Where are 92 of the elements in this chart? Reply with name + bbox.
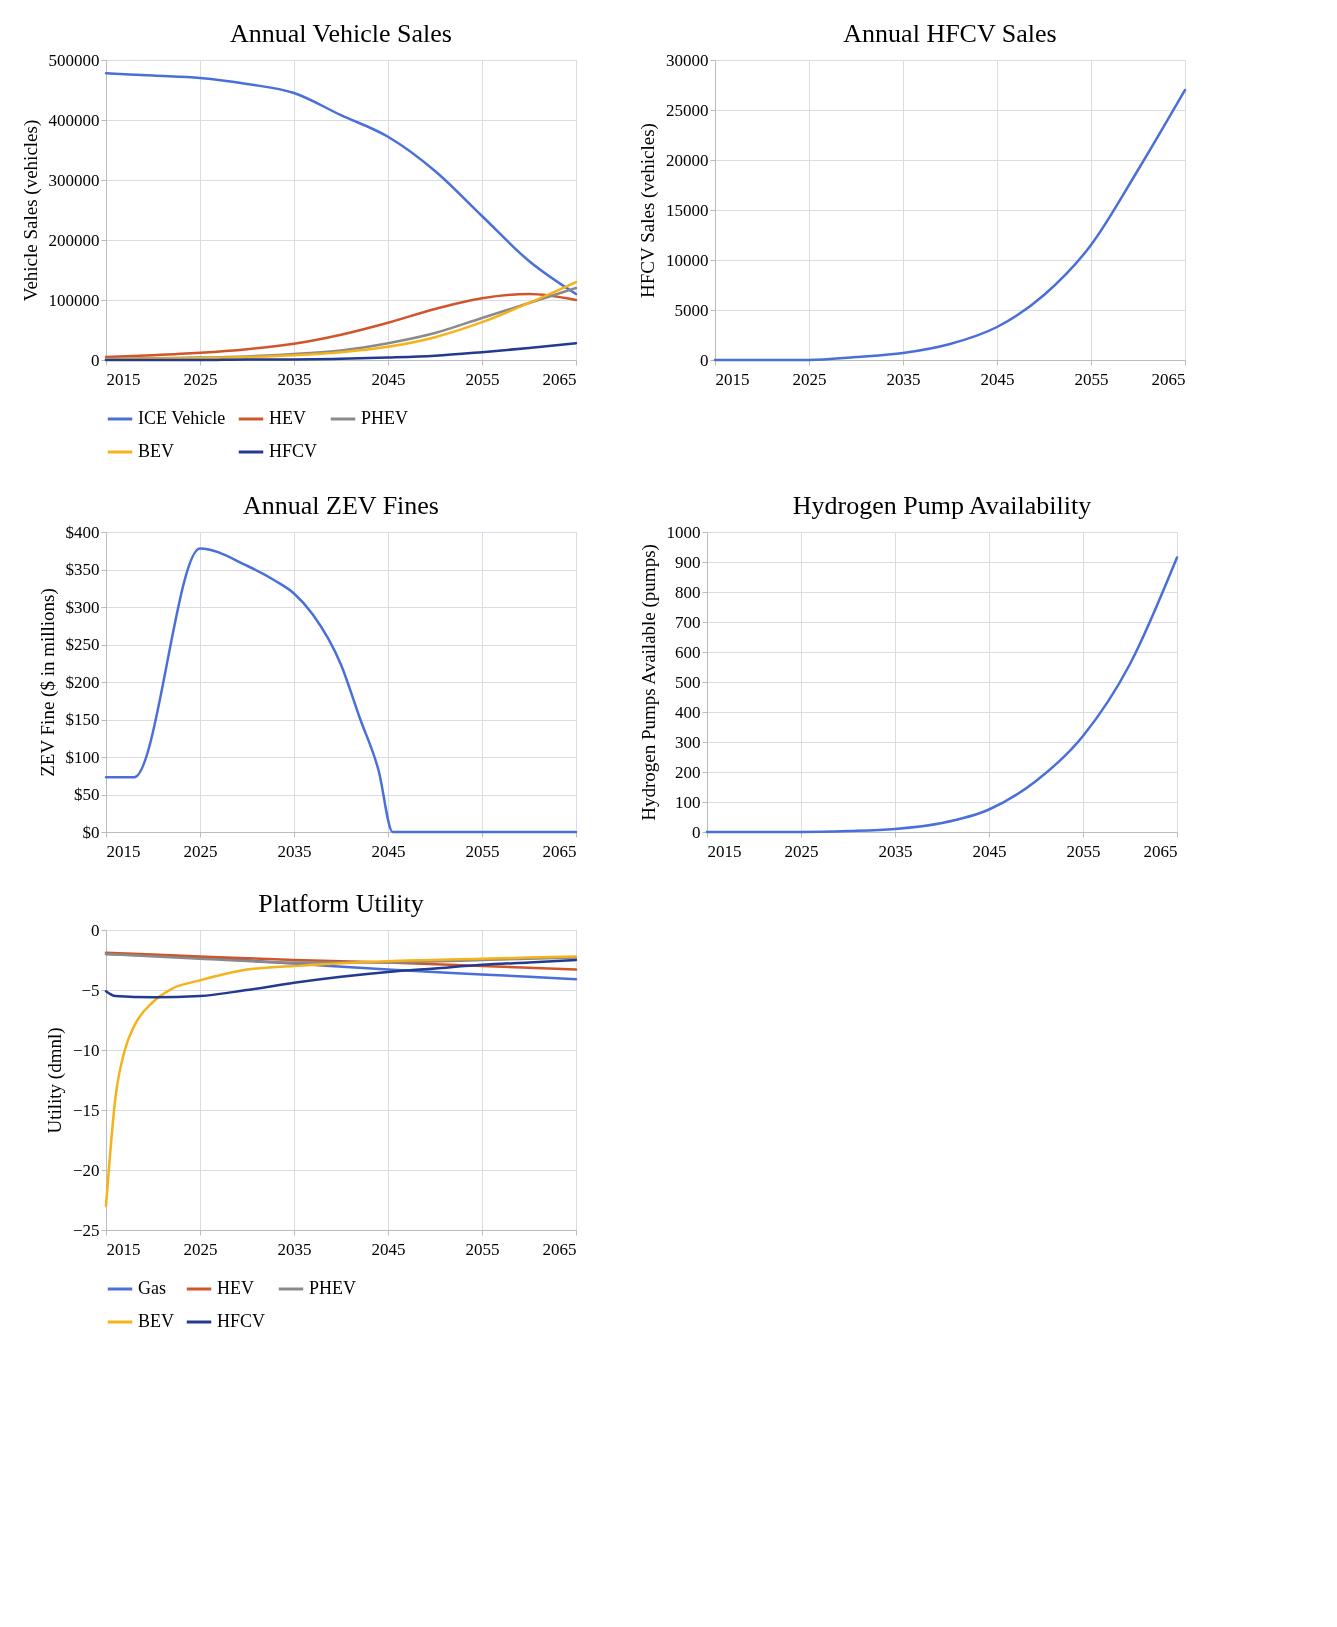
y-axis-title: Utility (dmnl) [43,1027,66,1134]
y-tick-label: 600 [675,642,701,662]
y-tick-label: 15000 [666,200,709,220]
y-tick-label: 500 [675,672,701,692]
y-tick-label: 500000 [48,50,100,70]
y-tick-label: $0 [82,822,100,842]
x-tick-label: 2025 [183,369,218,389]
legend-label: HFCV [217,1311,266,1331]
legend-label: HEV [269,408,306,428]
x-tick-label: 2035 [886,369,921,389]
x-tick-label: 2015 [106,1239,141,1259]
x-tick-label: 2035 [277,369,312,389]
y-tick-label: $100 [65,747,100,767]
y-tick-label: 400 [675,702,701,722]
x-tick-label: 2055 [465,369,500,389]
y-tick-label: 800 [675,582,701,602]
x-tick-label: 2045 [980,369,1015,389]
x-tick-label: 2025 [183,1239,218,1259]
x-tick-label: 2045 [371,369,406,389]
x-tick-label: 2045 [371,841,406,861]
chart-title: Hydrogen Pump Availability [792,491,1092,520]
y-tick-label: 200 [675,762,701,782]
y-axis-title: Hydrogen Pumps Available (pumps) [637,544,660,821]
x-tick-label: 2055 [1066,841,1101,861]
y-tick-label: 0 [700,350,709,370]
x-tick-label: 2015 [106,369,141,389]
x-tick-label: 2065 [542,369,577,389]
legend-label: HEV [217,1278,254,1298]
y-tick-label: 300 [675,732,701,752]
chart-title: Annual Vehicle Sales [230,19,452,48]
y-tick-label: $200 [65,672,100,692]
x-tick-label: 2015 [707,841,742,861]
y-tick-label: 10000 [666,250,709,270]
line-series [104,955,578,1208]
x-tick-label: 2045 [371,1239,406,1259]
y-tick-label: −25 [72,1220,100,1240]
line-series [104,71,578,296]
y-tick-label: 25000 [666,100,709,120]
y-tick-label: −15 [72,1100,100,1120]
x-tick-label: 2035 [277,841,312,861]
y-tick-label: $300 [65,597,100,617]
y-tick-label: 100 [675,792,701,812]
y-tick-label: 100000 [48,290,100,310]
y-tick-label: 0 [692,822,701,842]
legend-label: BEV [138,1311,174,1331]
y-tick-label: $50 [74,785,100,804]
x-tick-label: 2015 [106,841,141,861]
line-series [104,958,578,999]
y-axis-title: ZEV Fine ($ in millions) [36,588,59,777]
x-tick-label: 2015 [715,369,750,389]
y-tick-label: 700 [675,612,701,632]
x-tick-label: 2045 [972,841,1007,861]
x-tick-label: 2065 [1143,841,1178,861]
y-tick-label: 0 [91,920,100,940]
y-tick-label: $400 [65,522,100,542]
y-tick-label: 5000 [674,300,709,320]
y-tick-label: $350 [65,560,100,579]
y-tick-label: $150 [65,710,100,729]
x-tick-label: 2065 [542,1239,577,1259]
chart-title: Annual HFCV Sales [843,19,1057,48]
x-tick-label: 2035 [878,841,913,861]
x-tick-label: 2025 [784,841,819,861]
x-tick-label: 2065 [542,841,577,861]
y-axis-title: HFCV Sales (vehicles) [637,123,659,298]
x-tick-label: 2025 [183,841,218,861]
y-tick-label: 300000 [48,170,100,190]
y-tick-label: 20000 [666,150,709,170]
y-tick-label: 0 [91,350,100,370]
legend-label: PHEV [361,408,409,428]
y-tick-label: 1000 [666,522,701,542]
y-tick-label: 30000 [666,50,709,70]
y-tick-label: −5 [81,980,100,1000]
legend-label: Gas [138,1278,166,1298]
legend-label: PHEV [309,1278,357,1298]
x-tick-label: 2055 [465,841,500,861]
y-tick-label: 200000 [48,230,100,250]
legend-label: HFCV [269,441,318,461]
x-tick-label: 2055 [1074,369,1109,389]
y-tick-label: $250 [65,635,100,654]
y-tick-label: 900 [675,552,701,572]
chart-title: Annual ZEV Fines [243,491,439,520]
legend-label: BEV [138,441,174,461]
y-tick-label: 400000 [48,110,100,130]
chart-title: Platform Utility [258,889,424,918]
y-axis-title: Vehicle Sales (vehicles) [19,119,42,302]
x-tick-label: 2055 [465,1239,500,1259]
y-tick-label: −20 [72,1160,100,1180]
x-tick-label: 2065 [1151,369,1186,389]
y-tick-label: −10 [72,1040,100,1060]
x-tick-label: 2035 [277,1239,312,1259]
legend-label: ICE Vehicle [138,408,226,428]
x-tick-label: 2025 [792,369,827,389]
